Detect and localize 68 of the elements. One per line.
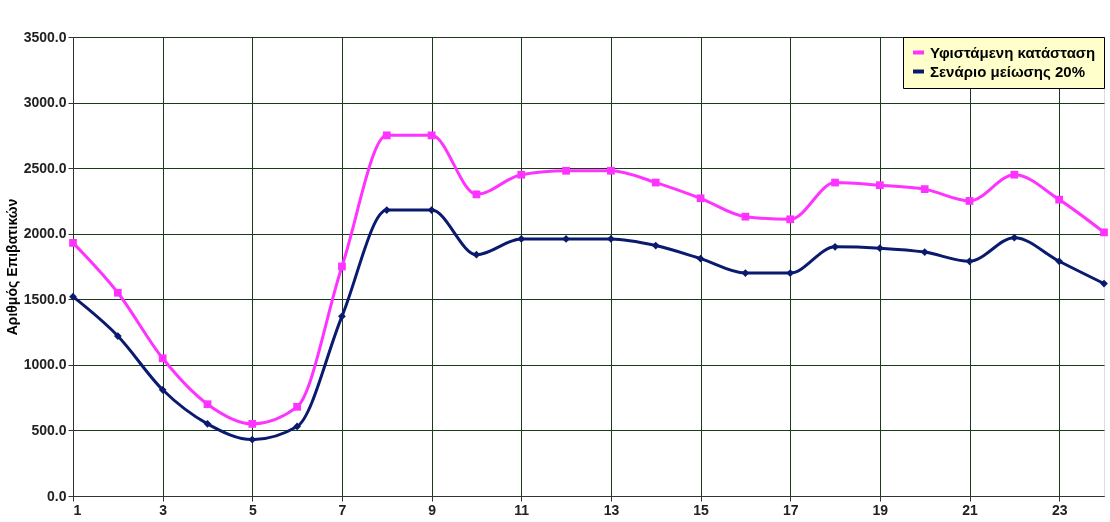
point (338, 312, 346, 321)
point (1100, 228, 1108, 237)
point (427, 131, 436, 140)
y-tick-label: 2000.0 (23, 225, 67, 242)
point (382, 206, 391, 214)
legend-label: Υφιστάμενη κατάσταση (930, 43, 1096, 61)
x-tick-label: 11 (514, 501, 530, 518)
y-tick-label: 3500.0 (23, 28, 67, 45)
x-tick-label: 7 (338, 501, 347, 518)
point (472, 250, 481, 259)
point (113, 332, 122, 340)
point (831, 242, 839, 251)
point (203, 420, 212, 428)
point (607, 166, 615, 175)
point (517, 170, 526, 179)
point (427, 206, 436, 214)
point (472, 190, 481, 199)
point (203, 400, 212, 409)
point (248, 420, 257, 428)
y-tick-label: 1500.0 (23, 290, 67, 307)
x-tick-label: 5 (248, 501, 257, 518)
point (248, 435, 257, 444)
x-tick-label: 21 (962, 501, 979, 518)
point (293, 402, 301, 411)
y-tick-label: 2500.0 (23, 159, 67, 176)
point (831, 178, 839, 187)
point (1010, 170, 1019, 179)
point (158, 354, 167, 363)
point (920, 185, 929, 193)
point (696, 254, 705, 263)
point (382, 131, 391, 140)
point (965, 257, 974, 266)
x-tick-label: 19 (872, 501, 889, 518)
point (338, 262, 346, 271)
point (876, 181, 884, 190)
point (786, 215, 795, 224)
y-tick-label: 0.0 (47, 487, 67, 504)
point (741, 212, 750, 221)
y-tick-label: 1000.0 (23, 356, 67, 373)
point (651, 241, 660, 250)
x-tick-label: 1 (73, 501, 82, 518)
x-tick-label: 3 (159, 501, 168, 518)
point (113, 288, 122, 297)
x-tick-label: 9 (428, 501, 437, 518)
point (562, 235, 570, 243)
point (158, 385, 167, 394)
point (607, 235, 615, 243)
point (293, 422, 301, 431)
point (651, 178, 660, 187)
x-tick-label: 13 (603, 501, 620, 518)
y-tick-label: 500.0 (31, 421, 67, 438)
legend-label: Σενάριο μείωσης 20% (930, 62, 1086, 80)
point (741, 269, 750, 277)
point (69, 239, 77, 247)
point (965, 197, 974, 205)
point (1055, 257, 1064, 266)
point (69, 292, 77, 301)
x-tick-label: 23 (1051, 501, 1068, 518)
point (1055, 195, 1064, 204)
point (562, 166, 570, 175)
y-axis-title: Αριθμός Επιβατικών (3, 198, 20, 336)
point (1010, 233, 1019, 242)
point (876, 244, 884, 253)
x-tick-label: 15 (693, 501, 710, 518)
point (696, 194, 705, 203)
point (1100, 279, 1108, 288)
x-tick-label: 17 (782, 501, 799, 518)
y-tick-label: 3000.0 (23, 94, 67, 111)
